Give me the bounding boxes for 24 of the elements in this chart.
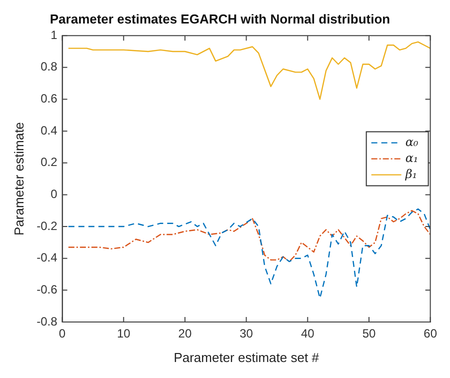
y-tick-label: -0.4 [36,250,58,265]
y-tick-label: -0.2 [36,218,58,233]
legend-label: α₀ [405,134,418,149]
y-tick-label: -0.6 [36,282,58,296]
y-tick-label: 0 [50,187,58,202]
y-tick-label: 0.4 [40,123,58,138]
y-tick-label: 0.2 [40,155,58,170]
x-tick-label: 40 [300,326,315,341]
x-tick-label: 60 [424,326,438,341]
x-tick-label: 20 [178,326,192,341]
x-axis-title: Parameter estimate set # [174,350,320,365]
legend-label: β₁ [404,166,418,181]
line-series [68,208,430,299]
line-series [68,210,430,262]
y-tick-label: 0.6 [40,92,58,106]
chart-title: Parameter estimates EGARCH with Normal distribution [50,11,390,26]
legend-label: α₁ [405,150,418,165]
x-tick-label: 10 [116,326,131,341]
y-tick-label: -0.8 [36,314,58,328]
y-tick-label: 0.8 [40,60,58,74]
y-tick-label: 1 [50,28,58,42]
x-tick-label: 30 [240,326,254,341]
x-tick-label: 50 [362,326,376,341]
y-axis-title: Parameter estimate [11,122,26,236]
